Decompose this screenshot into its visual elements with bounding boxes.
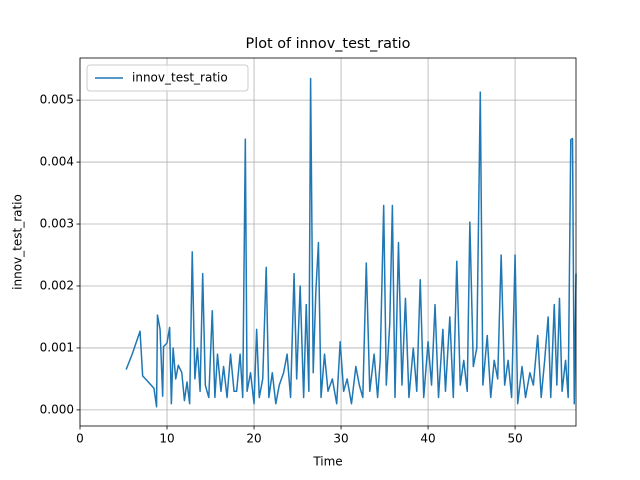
data-line (125, 77, 577, 408)
legend-box (86, 64, 249, 92)
x-tick-label: 50 (507, 432, 522, 446)
x-tick-label: 40 (420, 432, 435, 446)
axes-frame (79, 57, 577, 427)
x-tick-label: 0 (76, 432, 84, 446)
x-tick-label: 10 (159, 432, 174, 446)
y-tick-label: 0.004 (40, 155, 74, 169)
legend-label: innov_test_ratio (132, 71, 228, 85)
y-tick-label: 0.003 (40, 217, 74, 231)
y-tick-label: 0.000 (40, 402, 74, 416)
y-tick-label: 0.005 (40, 93, 74, 107)
x-tick-label: 30 (333, 432, 348, 446)
x-axis-label: Time (312, 455, 342, 469)
y-tick-label: 0.001 (40, 340, 74, 354)
y-tick-label: 0.002 (40, 278, 74, 292)
chart-title: Plot of innov_test_ratio (246, 36, 411, 52)
y-axis-label: innov_test_ratio (11, 194, 25, 290)
x-tick-label: 20 (246, 432, 261, 446)
